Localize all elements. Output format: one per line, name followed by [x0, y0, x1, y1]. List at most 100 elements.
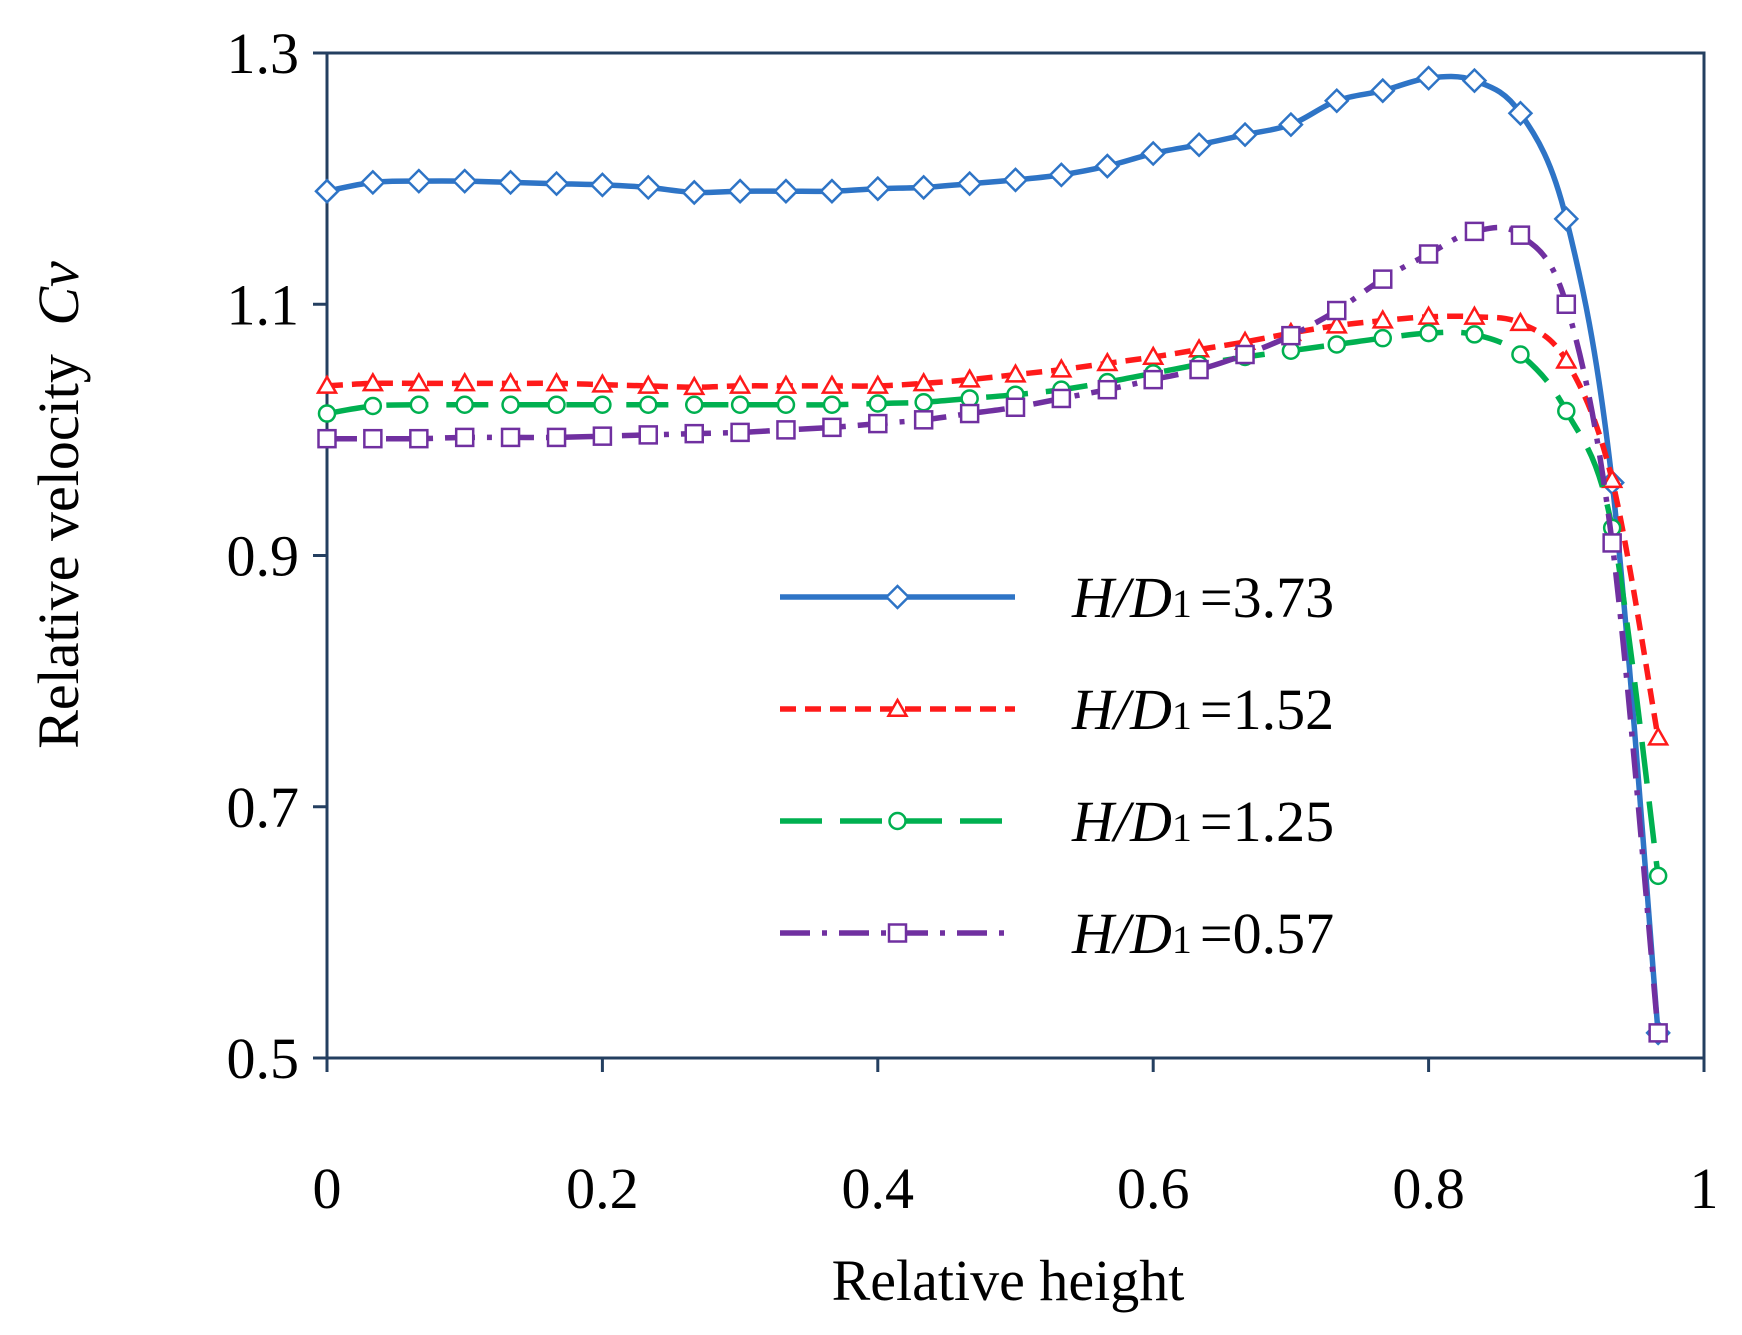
data-point: [317, 428, 337, 449]
data-point: [406, 168, 432, 194]
data-point: [910, 174, 937, 201]
data-point: [1143, 369, 1163, 390]
data-point: [1556, 294, 1577, 314]
y-tick-label: 0.7: [227, 775, 300, 840]
data-point: [912, 371, 935, 392]
data-point: [453, 371, 476, 392]
data-point: [454, 427, 475, 448]
data-point: [363, 396, 383, 416]
data-point: [589, 172, 616, 198]
data-point: [1417, 305, 1440, 325]
y-tick-label: 0.9: [227, 524, 300, 589]
data-point: [1327, 300, 1347, 321]
data-point: [820, 374, 844, 394]
data-point: [592, 426, 613, 446]
data-point: [914, 392, 933, 412]
data-point: [1601, 468, 1624, 489]
data-point: [1050, 358, 1073, 378]
data-point: [1373, 328, 1392, 348]
data-point: [773, 178, 799, 204]
legend-label: H/D1 =3.73: [1071, 565, 1334, 630]
legend-var: H/D: [1071, 677, 1172, 742]
data-point: [822, 417, 842, 438]
data-point: [730, 422, 750, 443]
x-tick-label: 0.8: [1392, 1156, 1465, 1221]
data-point: [1557, 401, 1576, 421]
data-point: [1418, 244, 1439, 264]
data-point: [1463, 305, 1486, 325]
data-point: [543, 170, 570, 197]
data-point: [361, 371, 385, 392]
series-1: [315, 305, 1670, 746]
legend-value: =1.52: [1200, 677, 1334, 742]
data-point: [1464, 221, 1485, 242]
data-point: [865, 175, 891, 202]
data-point: [1278, 111, 1304, 138]
data-point: [958, 368, 981, 388]
data-point: [1648, 866, 1668, 886]
legend-marker: [888, 811, 907, 831]
data-point: [317, 404, 337, 423]
data-point: [1415, 65, 1442, 91]
data-point: [1371, 309, 1394, 329]
y-tick-label: 1.1: [227, 272, 300, 337]
data-point: [868, 394, 888, 413]
x-axis: 0 0.2 0.4 0.6 0.8 1: [313, 1058, 1719, 1221]
y-axis-title: Relative velocity Cv: [26, 261, 91, 749]
x-tick-label: 0.2: [566, 1156, 639, 1221]
legend-label: H/D1 =1.25: [1071, 789, 1334, 854]
data-point: [1325, 314, 1348, 334]
data-point: [774, 374, 798, 394]
x-tick-label: 0.6: [1117, 1156, 1190, 1221]
data-point: [1419, 323, 1438, 343]
data-point: [956, 170, 983, 197]
data-point: [451, 168, 478, 194]
legend-subscript: 1: [1172, 805, 1192, 850]
data-point: [1235, 344, 1255, 365]
data-point: [1510, 225, 1531, 245]
data-point: [455, 395, 474, 414]
series-layer: [314, 65, 1671, 1046]
legend-marker: [887, 923, 908, 943]
data-point: [959, 403, 980, 424]
data-point: [500, 427, 521, 448]
plot-area: [325, 51, 1706, 1060]
data-point: [501, 395, 520, 414]
data-point: [409, 395, 429, 414]
legend-var: H/D: [1071, 789, 1172, 854]
data-point: [638, 425, 659, 445]
data-point: [819, 178, 845, 204]
series-line: [326, 329, 1661, 877]
data-point: [407, 371, 430, 392]
legend-marker: [884, 584, 911, 610]
y-axis: 0.5 0.7 0.9 1.1 1.3: [227, 21, 327, 1091]
data-point: [866, 374, 889, 394]
data-point: [776, 395, 796, 414]
data-point: [730, 395, 750, 414]
legend-var: H/D: [1071, 901, 1172, 966]
data-point: [1002, 167, 1029, 193]
data-point: [409, 428, 429, 449]
data-point: [1553, 206, 1580, 232]
data-point: [1142, 345, 1165, 366]
data-point: [1461, 67, 1488, 94]
y-axis-title-text: Relative velocity: [26, 354, 91, 749]
data-point: [1511, 345, 1530, 364]
data-point: [1094, 153, 1121, 179]
legend-value: =3.73: [1200, 565, 1334, 630]
data-point: [639, 395, 658, 414]
legend-subscript: 1: [1172, 917, 1192, 962]
legend-var: H/D: [1071, 565, 1172, 630]
data-point: [727, 178, 753, 204]
legend: H/D1 =3.73H/D1 =1.52H/D1 =1.25H/D1 =0.57: [780, 565, 1334, 966]
legend-subscript: 1: [1172, 693, 1192, 738]
data-point: [1005, 397, 1026, 418]
data-point: [1232, 121, 1258, 148]
data-point: [1648, 1023, 1668, 1043]
legend-label: H/D1 =1.52: [1071, 677, 1334, 742]
series-0: [314, 65, 1671, 1046]
y-axis-title-symbol: Cv: [26, 261, 91, 326]
data-point: [591, 373, 614, 393]
legend-value: =0.57: [1200, 901, 1334, 966]
x-axis-title: Relative height: [832, 1248, 1185, 1313]
